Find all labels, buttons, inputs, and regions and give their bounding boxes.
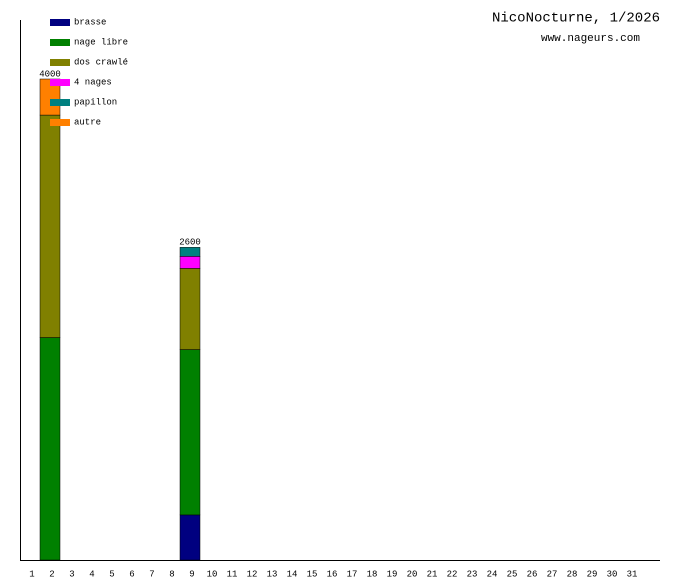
- x-tick-label: 21: [427, 569, 438, 579]
- bar-segment: [179, 256, 201, 269]
- legend-label: dos crawlé: [74, 57, 128, 67]
- legend-label: brasse: [74, 17, 106, 27]
- x-tick-label: 8: [169, 569, 174, 579]
- chart-title: NicoNocturne, 1/2026: [492, 11, 660, 27]
- x-tick-label: 31: [627, 569, 638, 579]
- legend-label: papillon: [74, 97, 117, 107]
- x-tick-label: 12: [247, 569, 258, 579]
- x-tick-label: 3: [69, 569, 74, 579]
- x-tick-label: 25: [507, 569, 518, 579]
- x-tick-label: 16: [327, 569, 338, 579]
- x-tick-label: 6: [129, 569, 134, 579]
- x-tick-label: 30: [607, 569, 618, 579]
- bar-segment: [179, 349, 201, 516]
- legend-swatch: [50, 99, 70, 106]
- bar-segment: [179, 268, 201, 350]
- x-tick-label: 1: [29, 569, 34, 579]
- x-tick-label: 7: [149, 569, 154, 579]
- x-tick-label: 27: [547, 569, 558, 579]
- x-tick-label: 19: [387, 569, 398, 579]
- x-tick-label: 22: [447, 569, 458, 579]
- x-tick-label: 9: [189, 569, 194, 579]
- x-tick-label: 5: [109, 569, 114, 579]
- x-tick-label: 18: [367, 569, 378, 579]
- legend-label: 4 nages: [74, 77, 112, 87]
- x-tick-label: 29: [587, 569, 598, 579]
- x-tick-label: 17: [347, 569, 358, 579]
- x-tick-label: 20: [407, 569, 418, 579]
- legend-label: nage libre: [74, 37, 128, 47]
- bar-segment: [179, 514, 201, 561]
- x-tick-label: 23: [467, 569, 478, 579]
- total-label: 4000: [39, 69, 61, 79]
- x-tick-label: 10: [207, 569, 218, 579]
- legend-swatch: [50, 119, 70, 126]
- x-tick-label: 26: [527, 569, 538, 579]
- legend-label: autre: [74, 117, 101, 127]
- bar-segment: [39, 114, 61, 338]
- legend-swatch: [50, 39, 70, 46]
- x-tick-label: 13: [267, 569, 278, 579]
- total-label: 2600: [179, 238, 201, 248]
- x-tick-label: 14: [287, 569, 298, 579]
- legend-swatch: [50, 79, 70, 86]
- x-tick-label: 15: [307, 569, 318, 579]
- x-tick-label: 4: [89, 569, 94, 579]
- legend-swatch: [50, 19, 70, 26]
- chart-subtitle: www.nageurs.com: [541, 33, 640, 45]
- legend-swatch: [50, 59, 70, 66]
- x-tick-label: 24: [487, 569, 498, 579]
- x-tick-label: 11: [227, 569, 238, 579]
- x-tick-label: 2: [49, 569, 54, 579]
- x-tick-label: 28: [567, 569, 578, 579]
- bar-segment: [179, 247, 201, 257]
- bar-segment: [39, 337, 61, 561]
